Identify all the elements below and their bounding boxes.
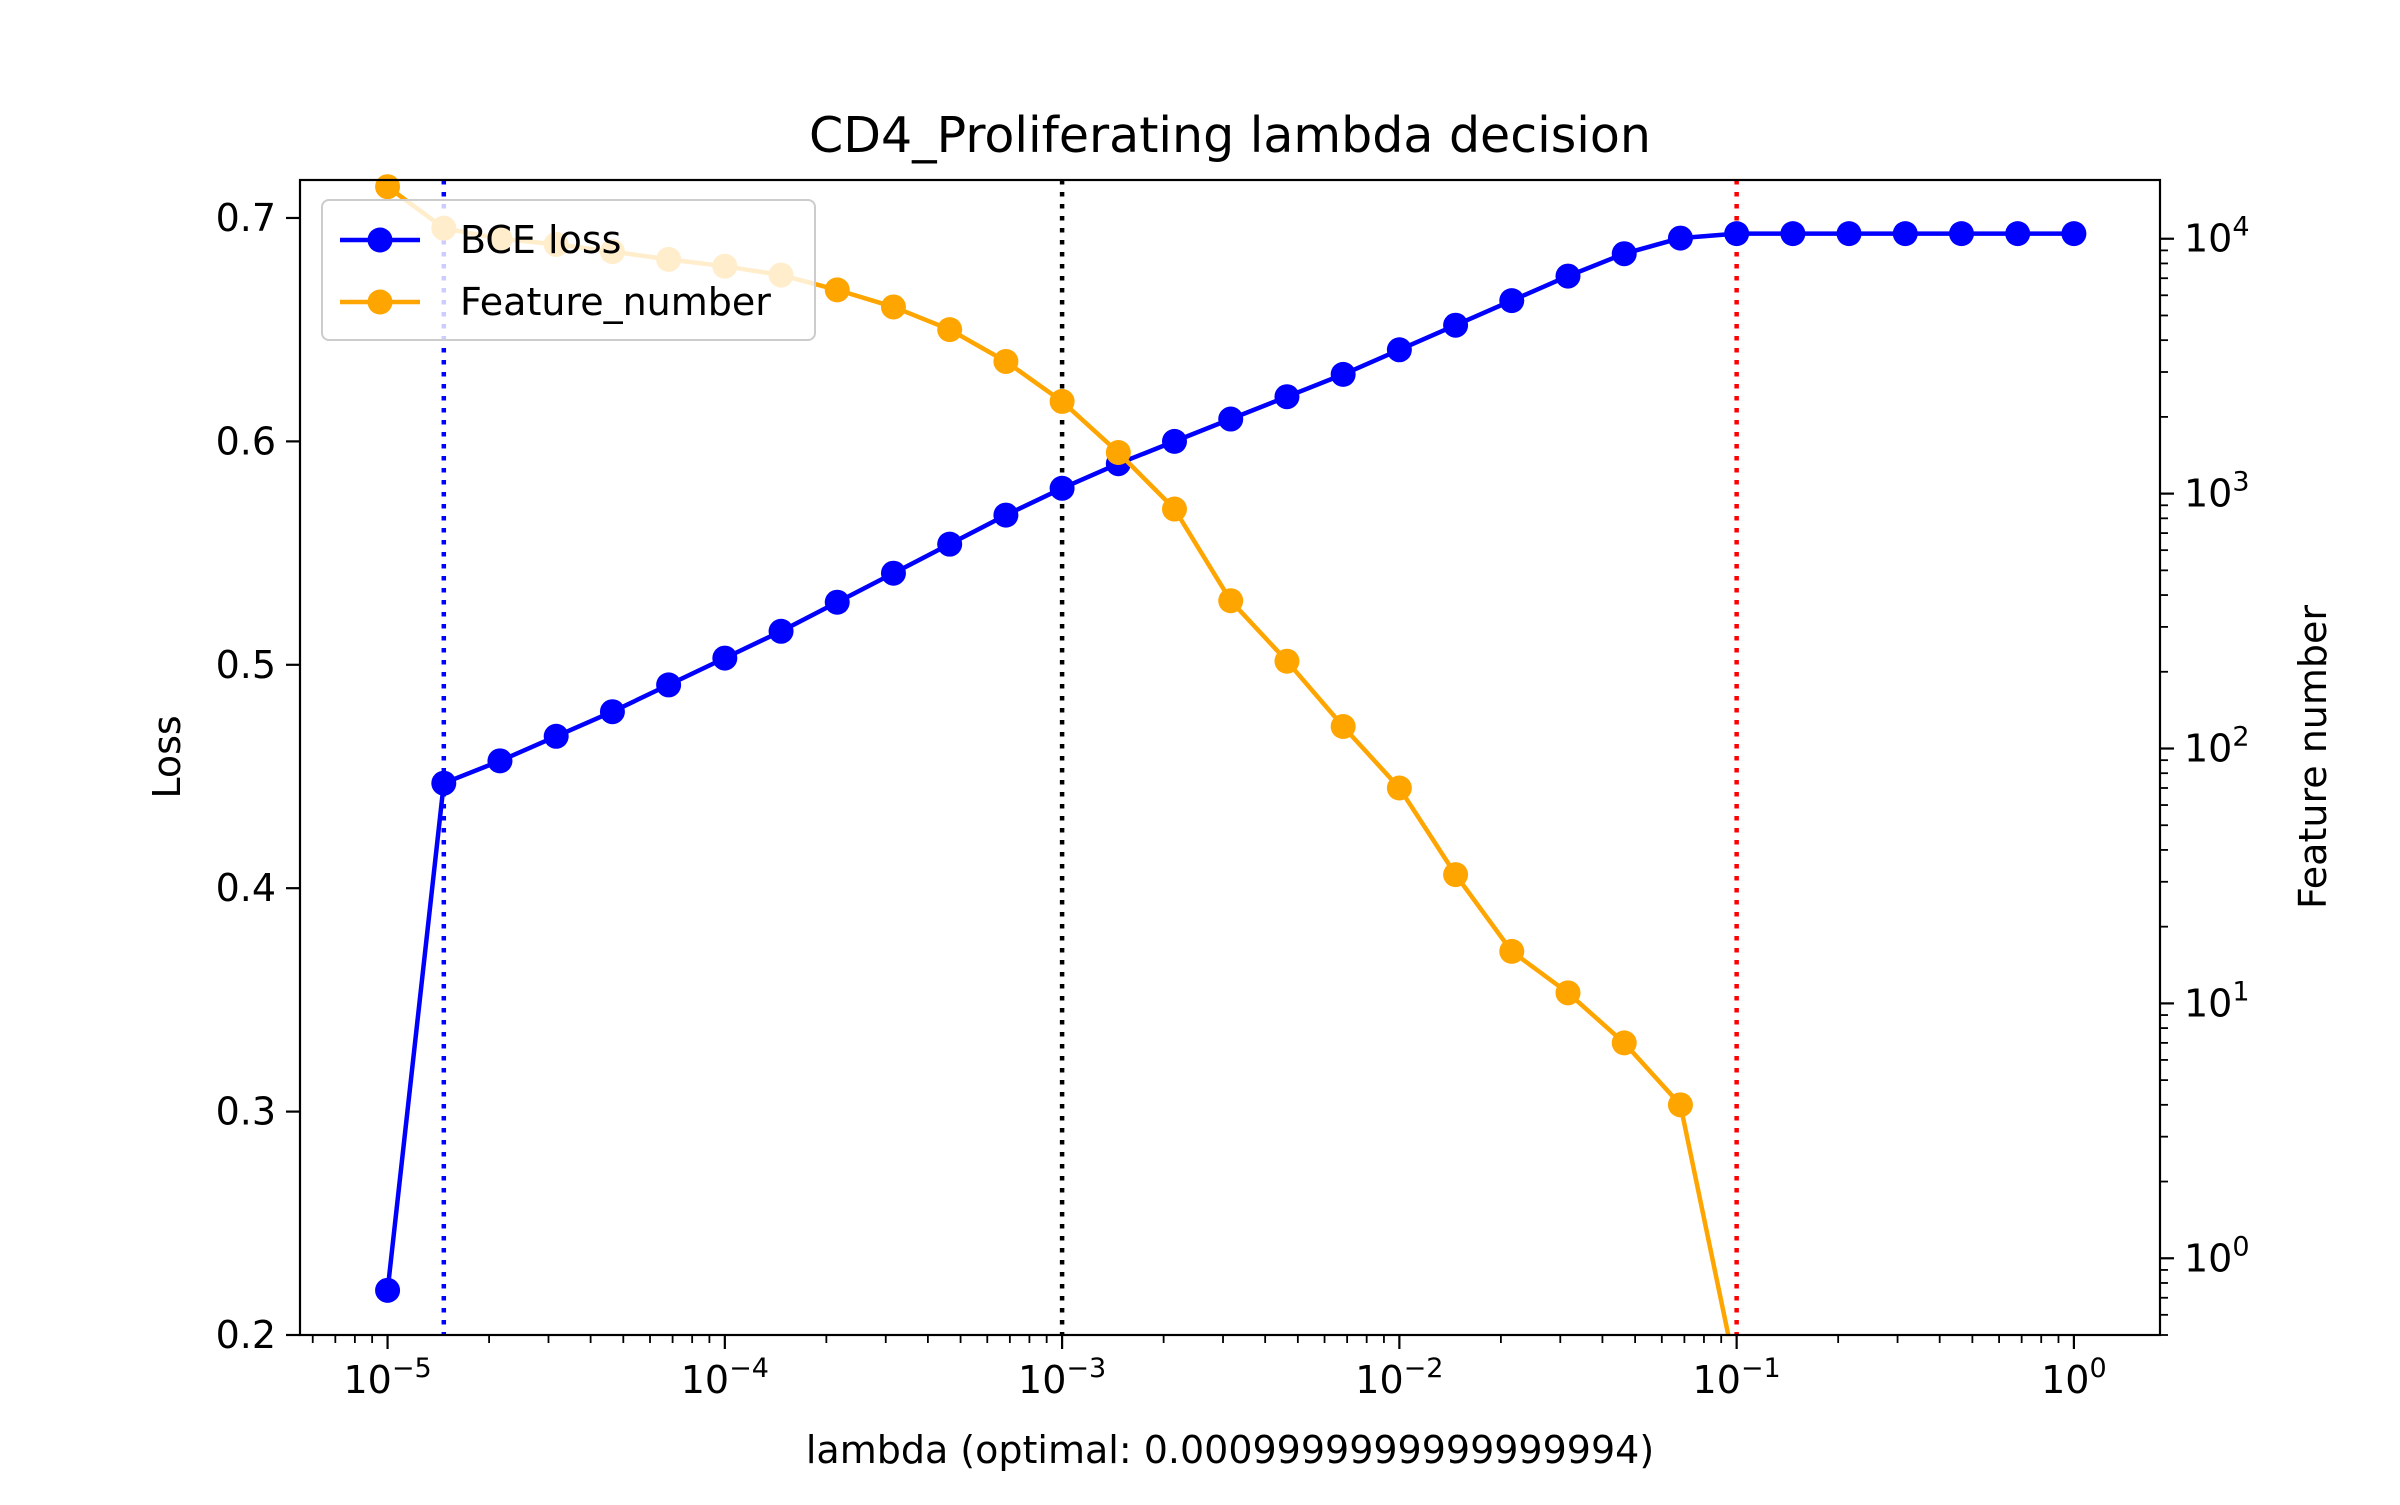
reference-lines — [441, 180, 1739, 1335]
series-0-point-9 — [880, 560, 906, 586]
series-1-point-20 — [1499, 938, 1525, 964]
x-tick-label: 10−5 — [343, 1353, 431, 1402]
series-0-point-16 — [1274, 384, 1300, 410]
y-tick-label: 0.3 — [216, 1090, 276, 1134]
series-0-point-2 — [487, 748, 513, 774]
y2-tick-label: 103 — [2184, 467, 2250, 516]
series-group — [298, 174, 2162, 1497]
y-tick-label: 0.2 — [216, 1313, 276, 1357]
series-0-point-8 — [824, 589, 850, 615]
series-1-point-9 — [880, 294, 906, 320]
plot-frame — [298, 178, 2162, 1337]
chart-title: CD4_Proliferating lambda decision — [809, 107, 1651, 164]
series-1-point-11 — [993, 348, 1019, 374]
series-1-point-22 — [1611, 1030, 1637, 1056]
series-0-point-11 — [993, 502, 1019, 528]
series-1-point-15 — [1218, 588, 1244, 614]
series-1-point-14 — [1161, 496, 1187, 522]
series-0-point-29 — [2005, 221, 2031, 247]
series-0-point-30 — [2061, 221, 2087, 247]
series-1-point-13 — [1105, 439, 1131, 465]
series-0-point-19 — [1443, 312, 1469, 338]
series-0-point-25 — [1780, 221, 1806, 247]
legend-label-0: BCE loss — [460, 218, 621, 262]
series-0-point-28 — [1948, 221, 1974, 247]
series-0-point-10 — [937, 531, 963, 557]
series-0-point-1 — [431, 770, 457, 796]
legend: BCE loss Feature_number — [321, 199, 816, 341]
legend-marker-0 — [367, 227, 393, 253]
series-0-point-26 — [1836, 221, 1862, 247]
series-1-point-8 — [824, 277, 850, 303]
y-tick-label: 0.5 — [216, 643, 276, 687]
series-1-point-12 — [1049, 388, 1075, 414]
series-0-point-18 — [1386, 337, 1412, 363]
y-tick-label: 0.6 — [216, 419, 276, 463]
y-axis-label: Loss — [145, 715, 189, 798]
y-tick-label: 0.7 — [216, 196, 276, 240]
series-1-point-17 — [1330, 713, 1356, 739]
x-tick-label: 100 — [2041, 1353, 2107, 1402]
x-axis-label: lambda (optimal: 0.0009999999999999994) — [806, 1428, 1654, 1472]
y2-tick-label: 104 — [2184, 212, 2250, 261]
series-line-0 — [385, 231, 2074, 1291]
series-0-point-12 — [1049, 475, 1075, 501]
series-0-point-22 — [1611, 241, 1637, 267]
series-0-point-20 — [1499, 288, 1525, 314]
x-tick-label: 10−4 — [681, 1353, 769, 1402]
series-0-point-24 — [1724, 221, 1750, 247]
x-axis-ticks: 10−5 10−4 10−3 10−2 10−1 100 — [311, 1335, 2107, 1402]
y2-axis-label: Feature number — [2291, 605, 2335, 909]
series-0-point-3 — [543, 723, 569, 749]
x-tick-label: 10−2 — [1355, 1353, 1443, 1402]
series-1-point-18 — [1386, 775, 1412, 801]
series-1-point-16 — [1274, 648, 1300, 674]
series-1-point-10 — [937, 317, 963, 343]
series-0-point-17 — [1330, 361, 1356, 387]
y2-tick-label: 100 — [2184, 1231, 2250, 1280]
series-0-point-4 — [599, 699, 625, 725]
series-0-point-27 — [1892, 221, 1918, 247]
series-0-point-15 — [1218, 406, 1244, 432]
x-tick-label: 10−3 — [1018, 1353, 1106, 1402]
legend-marker-1 — [367, 289, 393, 315]
plot-bottom-mask — [298, 1336, 2162, 1497]
series-1-point-0 — [375, 174, 401, 200]
y2-tick-label: 101 — [2184, 976, 2250, 1025]
series-0-point-0 — [375, 1277, 401, 1303]
series-0-point-5 — [656, 672, 682, 698]
y2-tick-label: 102 — [2184, 722, 2250, 771]
series-0-point-14 — [1161, 428, 1187, 454]
series-0-point-7 — [768, 618, 794, 644]
series-0-point-23 — [1667, 225, 1693, 251]
y-axis-ticks: 0.2 0.3 0.4 0.5 0.6 0.7 — [216, 196, 300, 1357]
legend-box — [321, 199, 816, 341]
series-1-point-21 — [1555, 980, 1581, 1006]
y-tick-label: 0.4 — [216, 866, 276, 910]
series-0-point-21 — [1555, 263, 1581, 289]
series-1-point-19 — [1443, 862, 1469, 888]
x-tick-label: 10−1 — [1693, 1353, 1781, 1402]
series-1-point-23 — [1667, 1092, 1693, 1118]
legend-label-1: Feature_number — [460, 280, 771, 324]
series-0-point-6 — [712, 645, 738, 671]
y2-axis-ticks: 100 101 102 103 104 — [2160, 212, 2250, 1336]
